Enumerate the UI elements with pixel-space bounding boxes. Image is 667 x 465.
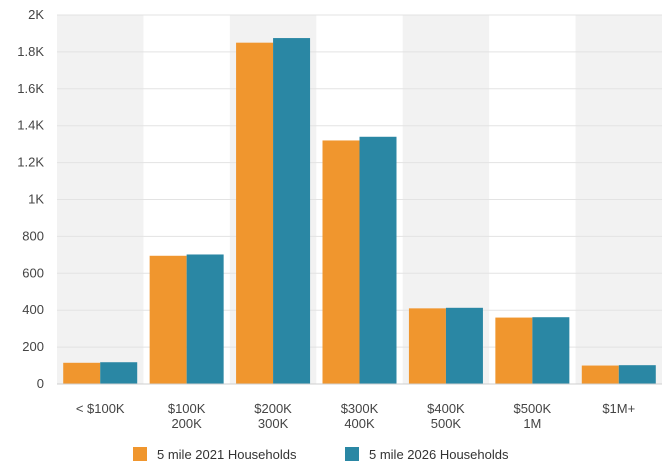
y-tick-label: 200 bbox=[22, 339, 44, 354]
legend-swatch bbox=[133, 447, 147, 461]
bar-series-2026 bbox=[100, 362, 138, 384]
x-tick-label: < $100K bbox=[76, 401, 125, 416]
bar-series-2021 bbox=[236, 42, 274, 385]
y-tick-label: 1.6K bbox=[17, 81, 44, 96]
bar-series-2021 bbox=[581, 365, 619, 384]
y-tick-label: 800 bbox=[22, 228, 44, 243]
bar-series-2026 bbox=[186, 254, 224, 384]
bar-series-2026 bbox=[445, 307, 483, 384]
x-tick-label: 500K bbox=[431, 416, 462, 431]
x-tick-label: 200K bbox=[171, 416, 202, 431]
x-tick-label: $400K bbox=[427, 401, 465, 416]
x-tick-label: 300K bbox=[258, 416, 289, 431]
bar-series-2026 bbox=[273, 38, 311, 384]
bar-series-2021 bbox=[322, 140, 360, 384]
y-tick-label: 1.2K bbox=[17, 155, 44, 170]
legend-label: 5 mile 2021 Households bbox=[157, 447, 297, 462]
legend-label: 5 mile 2026 Households bbox=[369, 447, 509, 462]
bar-series-2026 bbox=[359, 136, 397, 384]
bar-series-2021 bbox=[149, 255, 187, 384]
bar-series-2021 bbox=[63, 362, 101, 384]
x-tick-label: $100K bbox=[168, 401, 206, 416]
y-tick-label: 1.4K bbox=[17, 118, 44, 133]
legend-swatch bbox=[345, 447, 359, 461]
x-tick-label: 400K bbox=[344, 416, 375, 431]
y-tick-label: 1.8K bbox=[17, 44, 44, 59]
bars bbox=[63, 38, 656, 385]
y-tick-label: 2K bbox=[28, 7, 44, 22]
y-tick-label: 1K bbox=[28, 192, 44, 207]
bar-series-2021 bbox=[408, 308, 446, 384]
legend: 5 mile 2021 Households 5 mile 2026 Househ… bbox=[133, 447, 509, 462]
bar-series-2026 bbox=[532, 317, 570, 384]
x-tick-label: $200K bbox=[254, 401, 292, 416]
bar-series-2026 bbox=[618, 365, 656, 384]
y-axis-ticks: 0 200 400 600 800 1K 1.2K 1.4K 1.6K 1.8K 2K bbox=[17, 7, 44, 391]
x-tick-label: $1M+ bbox=[602, 401, 635, 416]
y-tick-label: 0 bbox=[37, 376, 44, 391]
y-tick-label: 600 bbox=[22, 265, 44, 280]
y-tick-label: 400 bbox=[22, 302, 44, 317]
x-tick-label: $500K bbox=[514, 401, 552, 416]
x-tick-label: 1M bbox=[523, 416, 541, 431]
x-tick-label: $300K bbox=[341, 401, 379, 416]
bar-series-2021 bbox=[495, 317, 533, 384]
